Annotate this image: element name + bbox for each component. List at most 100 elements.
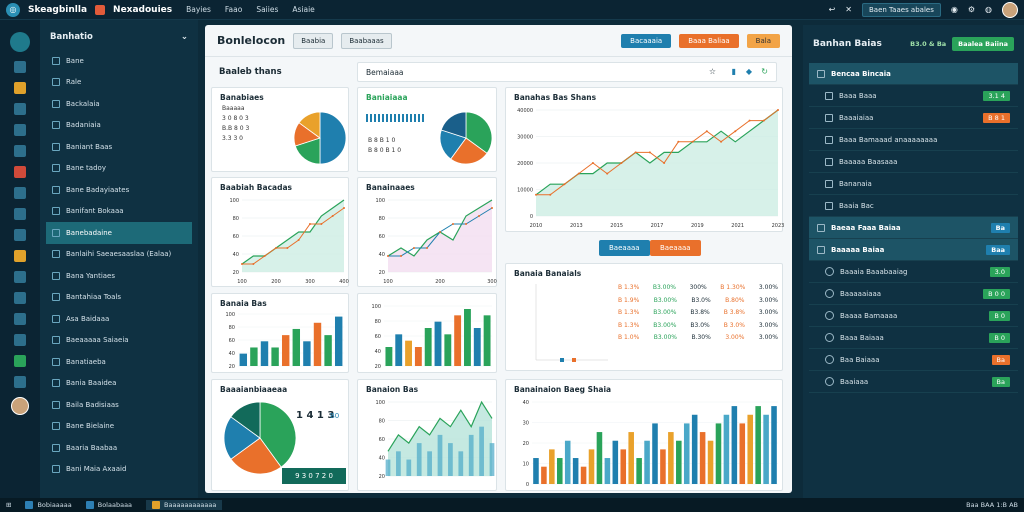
- tag-icon[interactable]: [14, 250, 26, 262]
- task-button[interactable]: Baen Taaes abales: [862, 2, 941, 17]
- refresh-icon[interactable]: ↻: [761, 67, 768, 76]
- sidebar-item-2[interactable]: Backalaia: [46, 93, 192, 115]
- row-check-icon[interactable]: [825, 267, 834, 276]
- back-icon[interactable]: ↩: [828, 5, 836, 14]
- row-check-icon[interactable]: [825, 333, 834, 342]
- primary-button[interactable]: Bacaaaia: [621, 33, 672, 48]
- chart-icon[interactable]: [14, 103, 26, 115]
- row-check-icon[interactable]: [825, 201, 833, 210]
- sidebar-item-7[interactable]: Banifant Bokaaa: [46, 201, 192, 223]
- menu-item-2[interactable]: Saiies: [256, 5, 279, 14]
- row-check-icon[interactable]: [825, 135, 833, 144]
- row-check-icon[interactable]: [825, 289, 834, 298]
- doc-icon[interactable]: [14, 145, 26, 157]
- row-check-icon[interactable]: [817, 223, 825, 232]
- right-row-0[interactable]: Bencaa Bincaia: [809, 63, 1018, 85]
- settings-icon[interactable]: ⚙: [967, 5, 976, 14]
- share-icon[interactable]: ◆: [745, 67, 752, 76]
- taskbar-item-0[interactable]: Bobiaaaaa: [25, 501, 72, 509]
- sidebar-item-1[interactable]: Rale: [46, 72, 192, 94]
- right-panel-button[interactable]: Baalea Baiina: [952, 37, 1014, 51]
- home-icon[interactable]: [10, 32, 30, 52]
- right-row-12[interactable]: Baaa Baiaaa B 0: [809, 327, 1018, 349]
- tab-1[interactable]: Baabaaas: [341, 32, 392, 49]
- grid-icon[interactable]: [14, 61, 26, 73]
- right-row-8[interactable]: Baaaaa Baiaa Baa: [809, 239, 1018, 261]
- mid-button-1[interactable]: Baeaaaa: [650, 240, 701, 256]
- row-check-icon[interactable]: [817, 245, 825, 254]
- tab-0[interactable]: Baabia: [293, 32, 334, 49]
- notification-icon[interactable]: ◉: [950, 5, 958, 14]
- note-icon[interactable]: [14, 334, 26, 346]
- sidebar-item-11[interactable]: Bantahiaa Toals: [46, 287, 192, 309]
- right-row-14[interactable]: Baaiaaa Ba: [809, 371, 1018, 393]
- tertiary-button[interactable]: Bala: [746, 33, 780, 48]
- right-row-6[interactable]: Baaia Bac: [809, 195, 1018, 217]
- globe-icon[interactable]: ◍: [985, 5, 992, 14]
- apps-icon[interactable]: [14, 355, 26, 367]
- sidebar-item-4[interactable]: Baniant Baas: [46, 136, 192, 158]
- sidebar-item-8[interactable]: Banebadaine: [46, 222, 192, 244]
- bookmark-icon[interactable]: ▮: [731, 67, 736, 76]
- secondary-button[interactable]: Baaa Baliaa: [679, 33, 739, 48]
- sidebar-item-15[interactable]: Bania Baaidea: [46, 373, 192, 395]
- right-row-1[interactable]: Baaa Baaa 3.1 4: [809, 85, 1018, 107]
- star-icon[interactable]: ☆: [708, 67, 716, 76]
- right-row-11[interactable]: Baaaa Bamaaaa B 0: [809, 305, 1018, 327]
- taskbar-item-1[interactable]: Bolaabaaa: [85, 501, 132, 509]
- avatar[interactable]: [1002, 1, 1018, 18]
- panel-a-value-3: 3.3 3 0: [222, 135, 243, 142]
- right-row-9[interactable]: Baaaia Baaabaaiag 3.0: [809, 261, 1018, 283]
- sidebar-item-13[interactable]: Baeaaaaa Saiaeia: [46, 330, 192, 352]
- monitor-icon[interactable]: [14, 292, 26, 304]
- sidebar-item-3[interactable]: Badaniaia: [46, 115, 192, 137]
- sidebar-item-17[interactable]: Bane Bielaine: [46, 416, 192, 438]
- image-icon[interactable]: [14, 313, 26, 325]
- calendar-icon[interactable]: [14, 187, 26, 199]
- menu-item-3[interactable]: Asiaie: [292, 5, 315, 14]
- row-check-icon[interactable]: [825, 91, 833, 100]
- y-tick-label: 10: [523, 462, 529, 468]
- right-row-4[interactable]: Baaaaa Baasaaa: [809, 151, 1018, 173]
- sidebar-item-12[interactable]: Asa Baidaaa: [46, 308, 192, 330]
- sidebar-item-0[interactable]: Bane: [46, 50, 192, 72]
- layers-icon[interactable]: [14, 124, 26, 136]
- alert-icon[interactable]: [14, 166, 26, 178]
- sidebar-item-label: Banlaihi Saeaesaaslaa (Ealaa): [66, 250, 172, 259]
- right-row-13[interactable]: Baa Baiaaa Ba: [809, 349, 1018, 371]
- sidebar-item-10[interactable]: Bana Yantiaes: [46, 265, 192, 287]
- right-row-7[interactable]: Baeaa Faaa Baiaa Ba: [809, 217, 1018, 239]
- list-icon[interactable]: [14, 208, 26, 220]
- menu-item-1[interactable]: Faao: [224, 5, 243, 14]
- right-row-2[interactable]: Baaaiaiaa B 8 1: [809, 107, 1018, 129]
- sidebar-item-14[interactable]: Banatiaeba: [46, 351, 192, 373]
- sidebar-item-19[interactable]: Bani Maia Axaaid: [46, 459, 192, 481]
- taskbar-item-2[interactable]: Baaaaaaaaaaaa: [146, 500, 223, 510]
- row-check-icon[interactable]: [825, 113, 833, 122]
- row-check-icon[interactable]: [817, 69, 825, 78]
- row-check-icon[interactable]: [825, 377, 834, 386]
- sidebar-item-9[interactable]: Banlaihi Saeaesaaslaa (Ealaa): [46, 244, 192, 266]
- close-icon[interactable]: ✕: [845, 5, 852, 14]
- chevron-down-icon[interactable]: ⌄: [180, 32, 188, 42]
- right-row-3[interactable]: Baaa Bamaaad anaaaaaaaa: [809, 129, 1018, 151]
- row-check-icon[interactable]: [825, 179, 833, 188]
- sidebar-item-5[interactable]: Bane tadoy: [46, 158, 192, 180]
- sidebar-item-16[interactable]: Baila Badisiaas: [46, 394, 192, 416]
- menu-item-0[interactable]: Bayies: [186, 5, 211, 14]
- folder-icon[interactable]: [14, 82, 26, 94]
- right-row-10[interactable]: Baaaaaiaaa B 0 0: [809, 283, 1018, 305]
- row-check-icon[interactable]: [825, 157, 833, 166]
- user-avatar[interactable]: [11, 397, 29, 415]
- sidebar-item-6[interactable]: Bane Badayiaates: [46, 179, 192, 201]
- start-icon[interactable]: ⊞: [6, 501, 12, 509]
- mid-button-0[interactable]: Baeaaaa: [599, 240, 650, 256]
- row-check-icon[interactable]: [825, 355, 834, 364]
- sidebar-header[interactable]: Banhatio ⌄: [46, 28, 192, 50]
- row-check-icon[interactable]: [825, 311, 834, 320]
- right-row-5[interactable]: Bananaia: [809, 173, 1018, 195]
- link-icon[interactable]: [14, 229, 26, 241]
- sidebar-item-18[interactable]: Baaria Baabaa: [46, 437, 192, 459]
- help-icon[interactable]: [14, 376, 26, 388]
- mail-icon[interactable]: [14, 271, 26, 283]
